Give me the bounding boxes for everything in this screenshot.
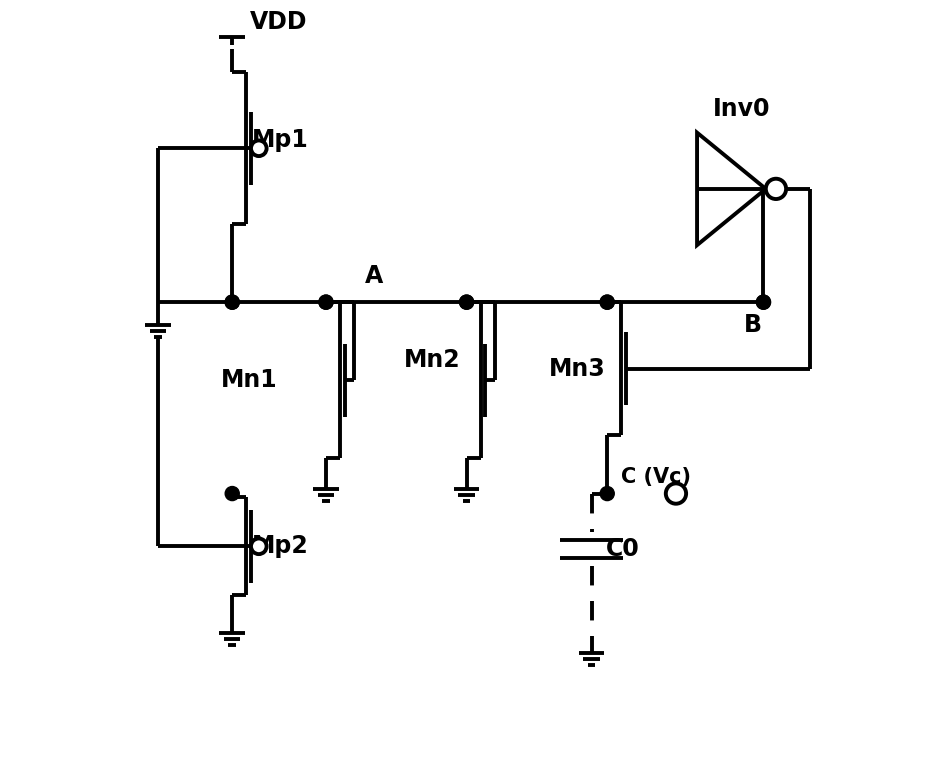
Text: Mn3: Mn3 — [549, 357, 605, 380]
Circle shape — [600, 295, 614, 309]
Circle shape — [666, 484, 686, 503]
Text: B: B — [744, 314, 762, 337]
Circle shape — [757, 295, 771, 309]
Circle shape — [319, 295, 333, 309]
Circle shape — [766, 179, 786, 199]
Text: Mp1: Mp1 — [252, 129, 309, 152]
Circle shape — [757, 295, 771, 309]
Circle shape — [600, 487, 614, 501]
Text: A: A — [365, 264, 383, 288]
Circle shape — [225, 295, 239, 309]
Text: Mn2: Mn2 — [404, 348, 461, 372]
Circle shape — [600, 295, 614, 309]
Circle shape — [459, 295, 473, 309]
Text: Mp2: Mp2 — [252, 534, 309, 558]
Circle shape — [225, 487, 239, 501]
Text: Inv0: Inv0 — [712, 97, 770, 121]
Text: Mn1: Mn1 — [220, 368, 278, 392]
Circle shape — [251, 140, 266, 156]
Circle shape — [225, 295, 239, 309]
Circle shape — [459, 295, 473, 309]
Text: C0: C0 — [606, 537, 639, 561]
Circle shape — [251, 539, 266, 554]
Text: C (Vc): C (Vc) — [621, 467, 692, 488]
Circle shape — [319, 295, 333, 309]
Text: VDD: VDD — [249, 10, 307, 34]
